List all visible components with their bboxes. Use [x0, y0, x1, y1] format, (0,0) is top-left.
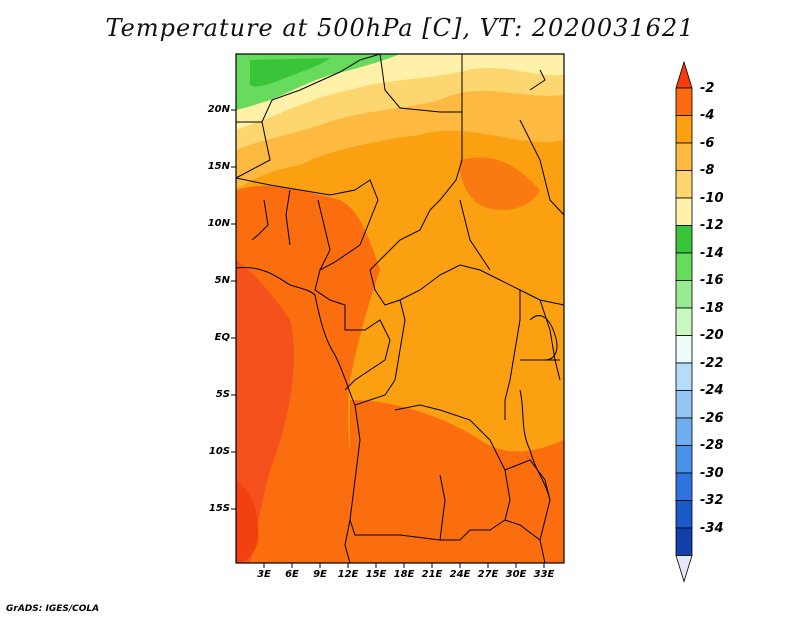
border-line [529, 69, 546, 91]
colorbar-label: -14 [700, 246, 724, 261]
lon-label: 21E [421, 569, 443, 580]
border-line [344, 305, 391, 391]
lon-label: 27E [477, 569, 499, 580]
colorbar-label: -32 [700, 493, 724, 508]
field-4-patch-ne [459, 157, 540, 210]
border-line [519, 119, 564, 216]
lat-label: 10N [207, 218, 230, 229]
colorbar-swatch [675, 225, 693, 254]
country-borders [236, 54, 564, 563]
colorbar-label: -28 [700, 438, 724, 453]
colorbar-swatch [675, 307, 693, 336]
chart-title: Temperature at 500hPa [C], VT: 202003162… [105, 14, 695, 42]
colorbar-swatch [675, 445, 693, 474]
border-line [314, 244, 361, 306]
border-line [344, 519, 351, 563]
colorbar [675, 60, 693, 583]
border-line [236, 121, 271, 179]
lat-label: 5N [214, 275, 230, 286]
colorbar-label: -2 [700, 81, 715, 96]
field-2-sw-patch [236, 480, 259, 563]
colorbar-label: -34 [700, 521, 724, 536]
border-line [354, 299, 406, 406]
colorbar-label: -6 [700, 136, 715, 151]
lat-label: 15N [207, 161, 230, 172]
colorbar-arrow-bottom [675, 555, 693, 583]
field-6-basin [379, 284, 515, 416]
colorbar-label: -26 [700, 411, 724, 426]
colorbar-swatch [675, 362, 693, 391]
border-line [459, 199, 491, 271]
lon-label: 33E [533, 569, 555, 580]
lat-label: 10S [208, 446, 230, 457]
colorbar-swatch [675, 115, 693, 144]
border-line [504, 519, 546, 563]
border-line [251, 199, 269, 241]
colorbar-swatch [675, 87, 693, 116]
border-line [529, 315, 558, 361]
colorbar-swatch [675, 472, 693, 501]
colorbar-label: -12 [700, 218, 724, 233]
lon-label: 15E [365, 569, 387, 580]
colorbar-label: -22 [700, 356, 724, 371]
field-16-patch [250, 58, 330, 87]
colorbar-swatch [675, 170, 693, 199]
colorbar-swatch [675, 252, 693, 281]
temperature-field [236, 54, 564, 563]
border-line [539, 299, 561, 381]
lon-label: 9E [313, 569, 327, 580]
border-line [317, 199, 331, 271]
colorbar-arrow-top [675, 60, 693, 89]
grads-credit: GrADS: IGES/COLA [6, 604, 100, 614]
field-4-west [236, 185, 380, 563]
colorbar-label: -20 [700, 328, 724, 343]
lat-label: 5S [215, 389, 230, 400]
lon-label: 24E [449, 569, 471, 580]
lat-label: 15S [208, 503, 230, 514]
border-line [349, 404, 471, 541]
lon-label: 30E [505, 569, 527, 580]
lat-ticks [231, 109, 236, 510]
colorbar-swatch [675, 335, 693, 364]
colorbar-label: -30 [700, 466, 724, 481]
border-line [369, 264, 564, 306]
colorbar-swatch [675, 527, 693, 556]
colorbar-label: -10 [700, 191, 724, 206]
field-2-coast [236, 260, 294, 563]
lon-ticks [263, 563, 545, 568]
border-line [439, 474, 446, 541]
colorbar-label: -8 [700, 163, 715, 178]
colorbar-swatch [675, 142, 693, 171]
border-line [504, 290, 521, 420]
colorbar-label: -18 [700, 301, 724, 316]
border-line [504, 459, 551, 541]
lat-label: EQ [214, 332, 230, 343]
lat-label: 20N [207, 104, 230, 115]
colorbar-swatch [675, 500, 693, 529]
border-line [394, 404, 511, 531]
lon-label: 12E [337, 569, 359, 580]
border-line [314, 294, 356, 406]
lon-label: 6E [285, 569, 299, 580]
colorbar-swatch [675, 280, 693, 309]
border-line [236, 266, 316, 296]
map-frame [235, 53, 565, 564]
border-line [285, 189, 291, 246]
lon-label: 18E [393, 569, 415, 580]
colorbar-label: -4 [700, 108, 715, 123]
colorbar-swatch [675, 390, 693, 419]
border-line [519, 389, 551, 501]
colorbar-swatch [675, 417, 693, 446]
colorbar-label: -16 [700, 273, 724, 288]
border-line [369, 54, 463, 271]
lon-label: 3E [257, 569, 271, 580]
colorbar-swatch [675, 197, 693, 226]
border-line [236, 177, 379, 246]
colorbar-label: -24 [700, 383, 724, 398]
